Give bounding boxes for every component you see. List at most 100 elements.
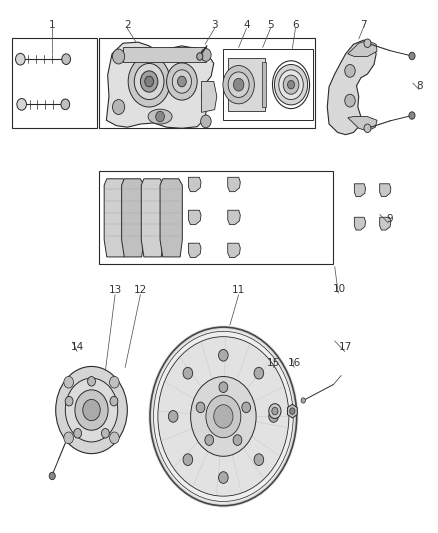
Bar (223, 49, 313, 120)
Circle shape (172, 70, 191, 93)
Circle shape (65, 378, 118, 442)
Circle shape (272, 407, 278, 415)
Circle shape (155, 111, 164, 122)
Circle shape (345, 94, 355, 107)
Polygon shape (348, 41, 377, 56)
Circle shape (233, 78, 244, 91)
Circle shape (275, 64, 307, 105)
Circle shape (74, 429, 81, 438)
Circle shape (269, 403, 281, 418)
Circle shape (233, 435, 242, 446)
Polygon shape (380, 217, 391, 230)
Polygon shape (228, 177, 240, 192)
Text: 5: 5 (267, 20, 274, 30)
Circle shape (205, 435, 214, 446)
Text: 13: 13 (109, 286, 122, 295)
Polygon shape (160, 179, 182, 257)
Circle shape (168, 410, 178, 422)
Circle shape (279, 70, 303, 100)
Text: 1: 1 (49, 20, 56, 30)
Circle shape (110, 432, 119, 443)
Polygon shape (228, 210, 240, 224)
Text: 17: 17 (339, 342, 352, 352)
Polygon shape (201, 82, 217, 112)
Polygon shape (104, 179, 127, 257)
Text: 3: 3 (211, 20, 218, 30)
Circle shape (183, 367, 193, 379)
Polygon shape (348, 117, 377, 131)
Circle shape (288, 80, 294, 89)
Circle shape (364, 39, 371, 47)
Polygon shape (122, 179, 144, 257)
Bar (99, 171, 332, 264)
Polygon shape (188, 243, 201, 257)
Circle shape (17, 99, 26, 110)
Circle shape (15, 53, 25, 65)
Circle shape (150, 327, 297, 506)
Text: 9: 9 (386, 214, 392, 224)
Bar (99, 38, 315, 128)
Text: 4: 4 (243, 20, 250, 30)
Polygon shape (354, 184, 366, 197)
Circle shape (83, 399, 100, 421)
Circle shape (64, 432, 74, 443)
Polygon shape (106, 42, 214, 128)
Circle shape (269, 410, 279, 422)
Text: 12: 12 (134, 286, 147, 295)
Polygon shape (287, 404, 297, 418)
Text: 10: 10 (332, 284, 346, 294)
Circle shape (62, 54, 71, 64)
Circle shape (166, 63, 197, 100)
Circle shape (141, 71, 158, 92)
Circle shape (197, 53, 203, 60)
Circle shape (409, 52, 415, 60)
Circle shape (228, 72, 249, 98)
Text: 8: 8 (417, 81, 423, 91)
Circle shape (191, 376, 256, 456)
Bar (228, 58, 265, 111)
Circle shape (345, 64, 355, 77)
Circle shape (206, 395, 241, 438)
Circle shape (223, 66, 254, 104)
Polygon shape (327, 40, 376, 135)
Text: 6: 6 (292, 20, 299, 30)
Circle shape (242, 402, 251, 413)
Text: 7: 7 (360, 20, 367, 30)
Circle shape (177, 76, 186, 87)
Circle shape (113, 49, 125, 64)
Circle shape (64, 376, 74, 388)
Text: 11: 11 (232, 286, 245, 295)
Circle shape (254, 367, 264, 379)
Ellipse shape (148, 109, 172, 124)
Polygon shape (188, 177, 201, 192)
Polygon shape (354, 217, 366, 230)
Circle shape (65, 397, 73, 406)
Polygon shape (141, 179, 163, 257)
Circle shape (88, 376, 95, 386)
Text: 16: 16 (287, 358, 301, 368)
Circle shape (201, 115, 211, 128)
Circle shape (128, 56, 170, 107)
Circle shape (364, 124, 371, 133)
Circle shape (183, 454, 193, 465)
Text: 15: 15 (267, 358, 280, 368)
Circle shape (49, 472, 55, 480)
Circle shape (219, 472, 228, 483)
Circle shape (110, 397, 118, 406)
Circle shape (56, 367, 127, 454)
Polygon shape (228, 243, 240, 257)
Circle shape (110, 376, 119, 388)
Circle shape (61, 99, 70, 110)
Text: 14: 14 (71, 342, 84, 352)
Circle shape (113, 100, 125, 115)
Circle shape (219, 382, 228, 392)
Circle shape (214, 405, 233, 428)
Polygon shape (380, 184, 391, 197)
Circle shape (254, 454, 264, 465)
Circle shape (283, 75, 299, 94)
Circle shape (409, 112, 415, 119)
Circle shape (102, 429, 110, 438)
Circle shape (196, 402, 205, 413)
Circle shape (145, 76, 153, 87)
Circle shape (219, 350, 228, 361)
